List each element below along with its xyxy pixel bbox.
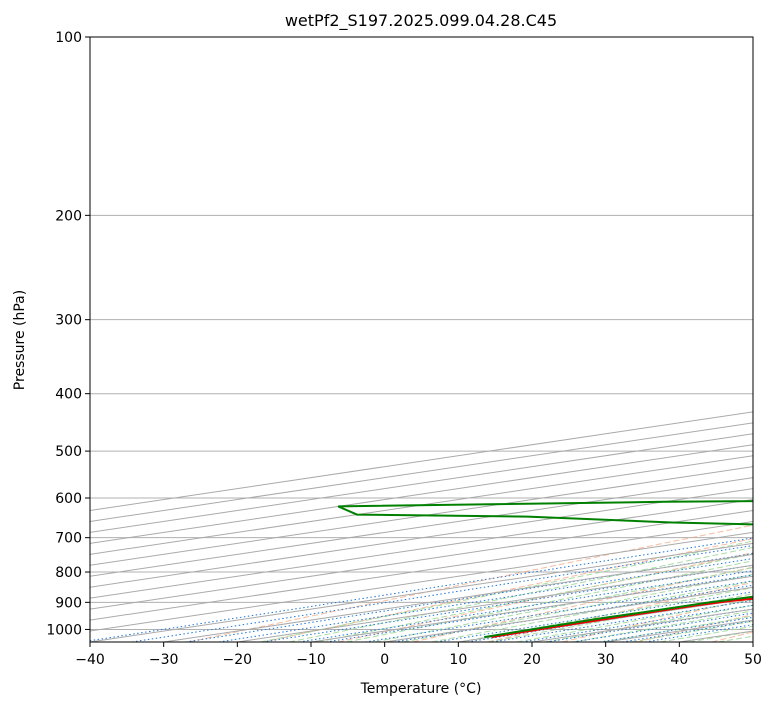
y-tick-label: 200 xyxy=(55,208,82,224)
x-tick-label: 10 xyxy=(449,652,467,668)
x-tick-label: 50 xyxy=(744,652,762,668)
y-tick-label: 400 xyxy=(55,387,82,403)
y-tick-label: 700 xyxy=(55,531,82,547)
x-axis-label: Temperature (°C) xyxy=(360,681,482,697)
x-tick-label: −20 xyxy=(223,652,253,668)
y-tick-label: 600 xyxy=(55,491,82,507)
x-axis: −40 −30 −20 −10 0 10 20 30 40 50 xyxy=(75,642,762,668)
y-tick-label: 100 xyxy=(55,30,82,46)
plot-background xyxy=(90,37,753,642)
x-tick-label: 40 xyxy=(670,652,688,668)
y-tick-label: 1000 xyxy=(46,622,82,638)
x-tick-label: 30 xyxy=(597,652,615,668)
y-tick-label: 500 xyxy=(55,444,82,460)
x-tick-label: 20 xyxy=(523,652,541,668)
y-tick-label: 800 xyxy=(55,565,82,581)
x-tick-label: 0 xyxy=(380,652,389,668)
x-tick-label: −30 xyxy=(149,652,179,668)
isotherm-line xyxy=(753,37,775,642)
chart-title: wetPf2_S197.2025.099.04.28.C45 xyxy=(285,11,557,31)
y-axis-label: Pressure (hPa) xyxy=(12,290,28,390)
y-tick-label: 300 xyxy=(55,313,82,329)
y-tick-label: 900 xyxy=(55,595,82,611)
y-axis: 100 200 300 400 500 600 700 800 900 1000 xyxy=(46,30,90,638)
x-tick-label: −10 xyxy=(296,652,326,668)
x-tick-label: −40 xyxy=(75,652,105,668)
